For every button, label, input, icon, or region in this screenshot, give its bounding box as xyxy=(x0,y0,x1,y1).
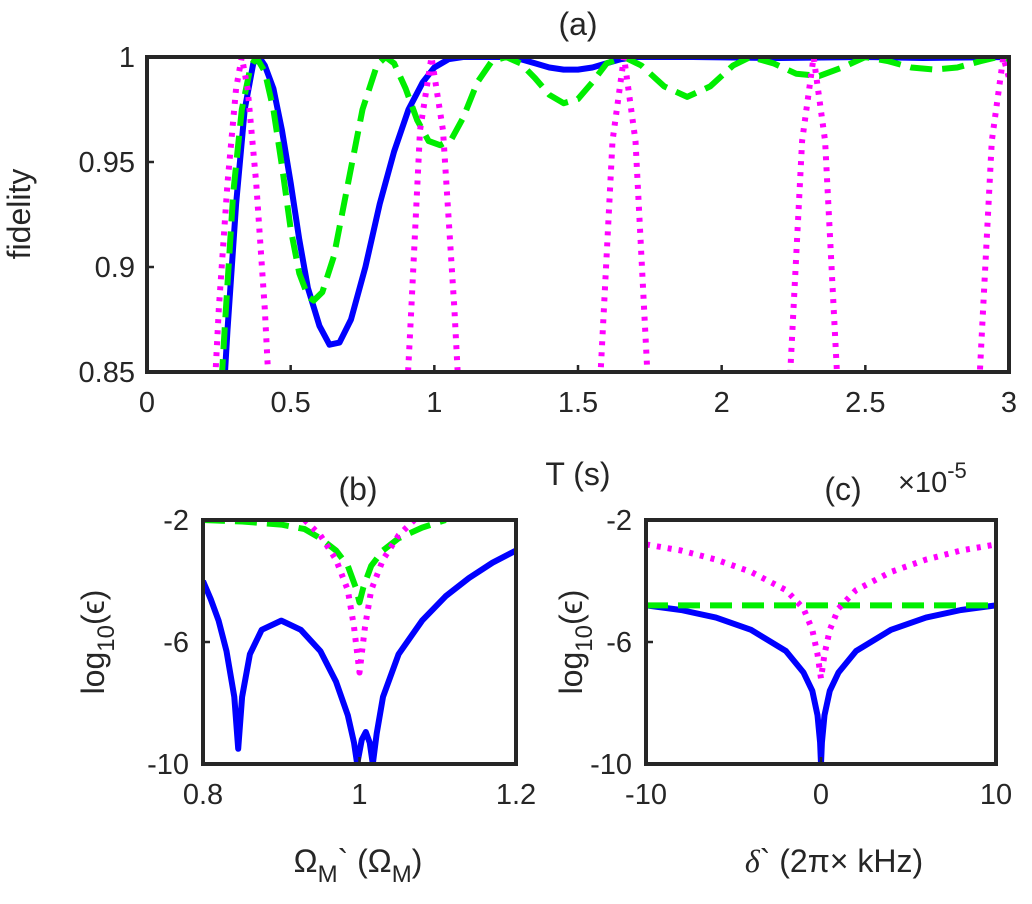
panel-b-title: (b) xyxy=(338,471,377,507)
panel-b-series xyxy=(203,520,516,764)
log-text: log xyxy=(553,652,589,695)
panel-c-ylabel: log10(ϵ) xyxy=(553,590,598,695)
panel-a-title: (a) xyxy=(558,6,597,42)
y-tick-label: -6 xyxy=(606,627,632,659)
log-end: (ϵ) xyxy=(553,590,589,625)
panel-a-x-exponent: ×10-5 xyxy=(898,458,967,499)
x-tick-label: 1 xyxy=(351,779,367,811)
x-tick-label: 1.5 xyxy=(558,387,598,419)
delta-symbol: δ xyxy=(745,843,761,879)
panel-a-ylabel: fidelity xyxy=(1,169,37,260)
panel-c-title: (c) xyxy=(824,471,861,507)
panel-c: -10 0 10-10-6-2 (c) δ` (2π× kHz) log10(ϵ) xyxy=(553,471,1012,879)
exponent-times: ×10 xyxy=(898,467,947,499)
y-tick-label: -2 xyxy=(606,505,632,537)
x-tick-label: 0.5 xyxy=(271,387,311,419)
series-dotted-line xyxy=(302,520,417,676)
x-tick-label: 1 xyxy=(426,387,442,419)
log-sub: 10 xyxy=(93,625,120,652)
omega-symbol: Ω xyxy=(294,843,318,879)
panel-c-xlabel: δ` (2π× kHz) xyxy=(745,843,923,879)
panel-a-xlabel: T (s) xyxy=(545,456,610,492)
series-solid-line xyxy=(203,547,516,764)
y-tick-label: 1 xyxy=(119,42,135,74)
series-solid-line xyxy=(646,602,996,764)
x-tick-label: 0 xyxy=(139,387,155,419)
y-tick-label: -2 xyxy=(163,505,189,537)
x-tick-label: 0.8 xyxy=(183,779,223,811)
panel-a: 0 0.5 1 1.5 2 2.5 3 0.85 0.9 0.95 1 (a) T (s) fide… xyxy=(1,6,1017,499)
y-tick-label: 0.9 xyxy=(95,252,135,284)
x-tick-label: 2.5 xyxy=(845,387,885,419)
y-tick-label: 0.95 xyxy=(79,147,135,179)
panel-c-ticks: -10 0 10 -10 -6 -2 xyxy=(590,505,1012,811)
y-tick-label: -10 xyxy=(147,749,189,781)
omega-end: ) xyxy=(412,843,423,879)
y-tick-label: 0.85 xyxy=(79,357,135,389)
series-dashed-line xyxy=(203,520,447,606)
x-tick-label: 2 xyxy=(714,387,730,419)
panel-b-xlabel: ΩM` (ΩM) xyxy=(294,843,423,888)
x-tick-label: 10 xyxy=(980,779,1012,811)
panel-b-ylabel: log10(ϵ) xyxy=(75,590,120,695)
log-text: log xyxy=(75,652,111,695)
y-tick-label: -6 xyxy=(163,627,189,659)
series-dashed-line xyxy=(219,57,1009,372)
log-sub: 10 xyxy=(571,625,598,652)
exponent-power: -5 xyxy=(947,458,967,483)
x-tick-label: -10 xyxy=(625,779,667,811)
x-tick-label: 0 xyxy=(813,779,829,811)
panel-b: 0.8 1 1.2-10-6-2 (b) ΩM` (ΩM) log10(ϵ) xyxy=(75,471,536,888)
panel-b-frame xyxy=(201,518,518,766)
panel-a-series xyxy=(212,57,1009,372)
omega-mid: ` (Ω xyxy=(338,843,392,879)
x-tick-label: 3 xyxy=(1001,387,1017,419)
series-solid-line xyxy=(222,57,1009,372)
panel-c-series xyxy=(646,541,996,764)
panel-b-ticks: 0.8 1 1.2 -10 -6 -2 xyxy=(147,505,536,811)
omega-sub-m: M xyxy=(318,861,338,888)
omega-sub-m2: M xyxy=(392,861,412,888)
delta-rest: ` (2π× kHz) xyxy=(760,843,923,879)
y-tick-label: -10 xyxy=(590,749,632,781)
series-dotted-line xyxy=(646,541,996,682)
panel-a-ticks: 0 0.5 1 1.5 2 2.5 3 0.85 0.9 0.95 1 xyxy=(79,42,1018,419)
x-tick-label: 1.2 xyxy=(496,779,536,811)
log-end: (ϵ) xyxy=(75,590,111,625)
series-dotted-line xyxy=(212,57,1009,372)
